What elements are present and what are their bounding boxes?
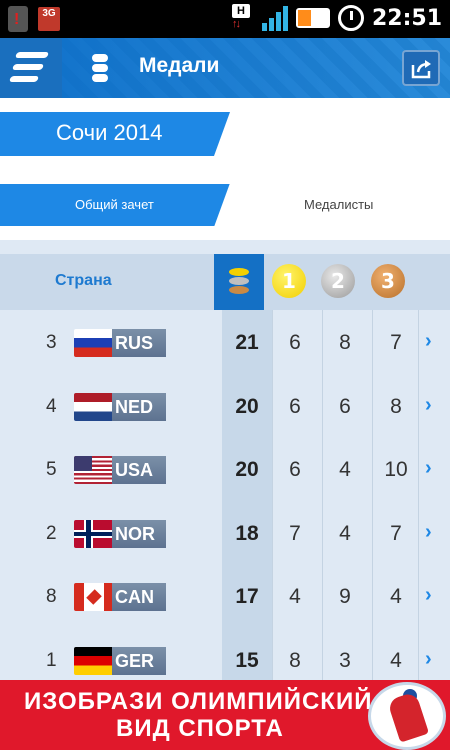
rank: 5: [46, 459, 57, 481]
medal-stack-icon: [92, 52, 112, 84]
country-code: NED: [112, 392, 166, 421]
menu-button[interactable]: [0, 38, 62, 98]
ad-headline[interactable]: ИЗОБРАЗИ ОЛИМПИЙСКИЙ: [24, 688, 373, 715]
gold-count: 8: [289, 648, 301, 672]
flag-usa-icon: [74, 456, 114, 485]
flag-ned-icon: [74, 392, 114, 421]
status-bar: 3G H ↑↓ 22:51: [0, 0, 450, 38]
country-code: CAN: [112, 583, 166, 612]
total-count: 20: [235, 458, 259, 482]
total-count: 21: [235, 331, 259, 354]
ad-subline[interactable]: ВИД СПОРТА: [116, 715, 284, 742]
total-medals-icon: [229, 268, 249, 296]
total-count: 18: [235, 521, 259, 545]
rank: 2: [46, 522, 57, 544]
table-row[interactable]: 2 NOR 18 7 4 7 ›: [0, 501, 450, 565]
tab-medalists[interactable]: Медалисты: [304, 197, 374, 212]
signal-strength-icon: [261, 5, 288, 31]
data-type-badge: H: [231, 4, 250, 18]
country-code: RUS: [112, 329, 166, 357]
status-time: 22:51: [371, 5, 442, 31]
ad-skier-icon[interactable]: [368, 682, 446, 750]
chevron-right-icon[interactable]: ›: [425, 520, 432, 543]
flag-can-icon: [74, 583, 114, 612]
sim-alert-icon: [8, 6, 28, 32]
data-arrows-icon: ↑↓: [231, 18, 241, 30]
chevron-right-icon[interactable]: ›: [425, 647, 432, 670]
chevron-right-icon[interactable]: ›: [425, 584, 432, 607]
country-code: NOR: [112, 519, 166, 548]
data-activity-icon: H ↑↓: [231, 4, 254, 32]
country-code: GER: [112, 646, 166, 675]
gold-count: 6: [289, 331, 301, 354]
silver-count: 8: [339, 331, 351, 354]
silver-count: 6: [339, 394, 351, 418]
rank: 8: [46, 586, 57, 608]
rank: 1: [46, 649, 57, 671]
status-right: H ↑↓ 22:51: [231, 4, 442, 32]
table-row[interactable]: 8 CAN 17 4 9 4 ›: [0, 564, 450, 628]
country-column-header[interactable]: Страна: [55, 272, 112, 289]
table-rows: 3 RUS 21 6 8 7 › 4 NED 20 6 6 8 › 5 USA: [0, 310, 450, 680]
network-3g-icon: 3G: [38, 7, 60, 31]
bronze-count: 8: [390, 394, 402, 418]
flag-rus-icon: [74, 329, 114, 357]
bronze-count: 7: [390, 331, 402, 354]
share-icon: [411, 60, 431, 79]
gold-medal-header[interactable]: 1: [272, 264, 306, 298]
silver-count: 4: [339, 521, 351, 545]
chevron-right-icon[interactable]: ›: [425, 330, 432, 352]
rank: 3: [46, 332, 57, 353]
menu-icon: [14, 52, 50, 58]
silver-count: 3: [339, 648, 351, 672]
silver-medal-header[interactable]: 2: [321, 264, 355, 298]
gold-count: 6: [289, 394, 301, 418]
gold-count: 4: [289, 585, 301, 609]
total-column-background: [222, 310, 272, 680]
bronze-count: 4: [390, 585, 402, 609]
chevron-right-icon[interactable]: ›: [425, 457, 432, 480]
battery-icon: [295, 8, 330, 28]
bronze-count: 10: [384, 458, 408, 482]
tab-overall-label[interactable]: Общий зачет: [75, 197, 154, 212]
total-count: 20: [235, 394, 259, 418]
share-button[interactable]: [402, 50, 440, 86]
status-left: 3G: [8, 6, 60, 32]
event-title: Сочи 2014: [56, 120, 163, 145]
country-code: USA: [112, 456, 166, 485]
page-title: Медали: [139, 54, 220, 77]
gold-count: 7: [289, 521, 301, 545]
total-count: 17: [235, 585, 259, 609]
table-row[interactable]: 3 RUS 21 6 8 7 ›: [0, 310, 450, 374]
rank: 4: [46, 395, 57, 417]
table-row[interactable]: 5 USA 20 6 4 10 ›: [0, 437, 450, 501]
bronze-count: 4: [390, 648, 402, 672]
gold-count: 6: [289, 458, 301, 482]
app-bar: Медали: [0, 38, 450, 98]
chevron-right-icon[interactable]: ›: [425, 393, 432, 416]
bronze-medal-header[interactable]: 3: [371, 264, 405, 298]
table-row[interactable]: 4 NED 20 6 6 8 ›: [0, 374, 450, 438]
table-row[interactable]: 1 GER 15 8 3 4 ›: [0, 628, 450, 680]
flag-nor-icon: [74, 519, 114, 548]
silver-count: 9: [339, 585, 351, 609]
silver-count: 4: [339, 458, 351, 482]
bronze-count: 7: [390, 521, 402, 545]
flag-ger-icon: [74, 646, 114, 675]
total-count: 15: [235, 648, 259, 672]
alarm-clock-icon: [337, 5, 364, 31]
